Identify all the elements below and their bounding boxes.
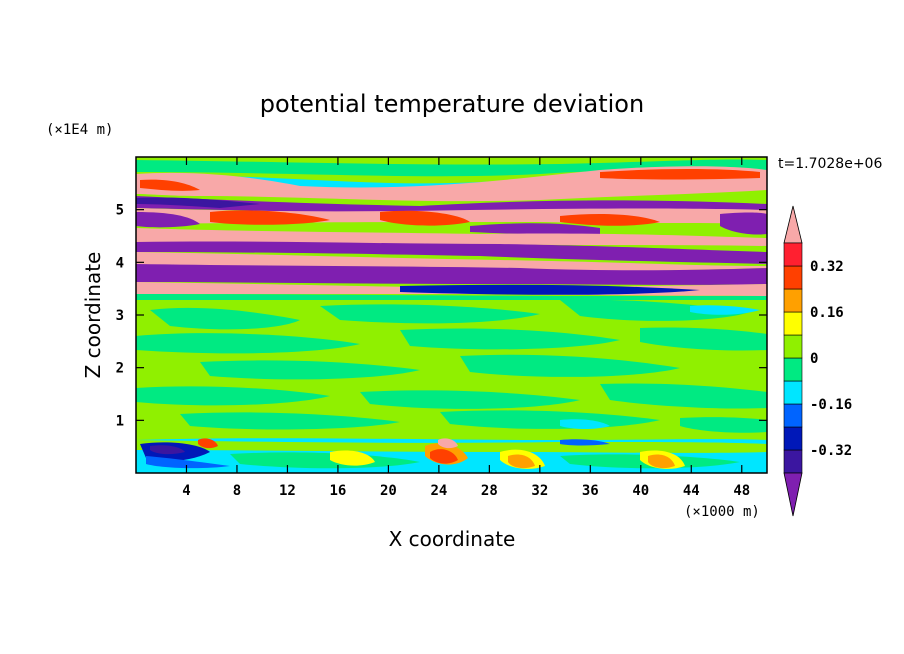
x-tick-label: 28: [481, 483, 498, 499]
y-axis-ticks: 1 2 3 4 5: [116, 203, 767, 429]
time-stamp: t=1.7028e+06: [778, 156, 882, 172]
colorbar-extend-min: [783, 472, 803, 517]
patch-teal-mid-1: [150, 299, 750, 330]
colorbar-box: [783, 334, 803, 359]
colorbar-tick-label: -0.16: [810, 397, 852, 413]
x-tick-label: 16: [329, 483, 346, 499]
y-tick-label: 1: [116, 413, 124, 429]
colorbar-tick-label: -0.32: [810, 443, 852, 459]
colorbar-tick-label: 0.16: [810, 305, 844, 321]
colorbar-box: [783, 380, 803, 405]
x-tick-label: 32: [531, 483, 548, 499]
band-top-teal: [136, 159, 767, 177]
x-tick-label: 44: [683, 483, 700, 499]
y-axis-label: Z coordinate: [81, 252, 105, 379]
patch-teal-mid-3: [200, 354, 680, 380]
colorbar-tick-label: 0.32: [810, 259, 844, 275]
chart-title: potential temperature deviation: [260, 90, 644, 118]
x-tick-label: 48: [733, 483, 750, 499]
band-bottom-pink: [438, 438, 458, 449]
x-unit-label: (×1000 m): [684, 504, 760, 520]
y-tick-label: 2: [116, 361, 124, 377]
y-tick-label: 4: [116, 255, 124, 271]
colorbar-box: [783, 357, 803, 382]
colorbar-tick-label: 0: [810, 351, 818, 367]
x-tick-label: 12: [279, 483, 296, 499]
band-orange-5-0: [210, 210, 660, 226]
colorbar-box: [783, 242, 803, 267]
colorbar: 0.32 0.16 0 -0.16 -0.32: [783, 205, 852, 517]
band-teal-3-3: [136, 294, 767, 300]
colorbar-box: [783, 311, 803, 336]
colorbar-box: [783, 426, 803, 451]
x-tick-label: 36: [582, 483, 599, 499]
band-purple-3-8: [136, 264, 767, 285]
band-orange-5-7: [140, 169, 760, 191]
x-tick-label: 20: [380, 483, 397, 499]
colorbar-box: [783, 449, 803, 474]
colorbar-extend-max: [783, 205, 803, 244]
colorbar-box: [783, 403, 803, 428]
y-unit-label: (×1E4 m): [46, 122, 113, 138]
band-pink-4-6: [136, 228, 767, 246]
band-bottom-purple: [150, 445, 185, 455]
band-purple-4-4: [136, 241, 767, 264]
patch-teal-mid-4: [136, 383, 767, 409]
y-tick-label: 5: [116, 203, 124, 219]
band-darkblue-5-3: [136, 197, 260, 208]
band-bottom-blue: [146, 439, 610, 469]
contour-field: [136, 157, 767, 473]
x-axis-ticks: 4 8 12 16 20 24 28 32 36 40 44 48: [182, 157, 750, 499]
x-tick-label: 4: [182, 483, 190, 499]
x-axis-label: X coordinate: [389, 527, 516, 551]
x-tick-label: 24: [430, 483, 447, 499]
band-bottom-yellow: [330, 449, 685, 469]
patch-teal-mid-2: [136, 327, 767, 354]
y-tick-label: 3: [116, 308, 124, 324]
x-tick-label: 8: [233, 483, 241, 499]
band-darkblue-3-4: [400, 284, 700, 295]
colorbar-box: [783, 288, 803, 313]
colorbar-box: [783, 265, 803, 290]
patch-teal-mid-5: [180, 410, 767, 433]
x-tick-label: 40: [632, 483, 649, 499]
